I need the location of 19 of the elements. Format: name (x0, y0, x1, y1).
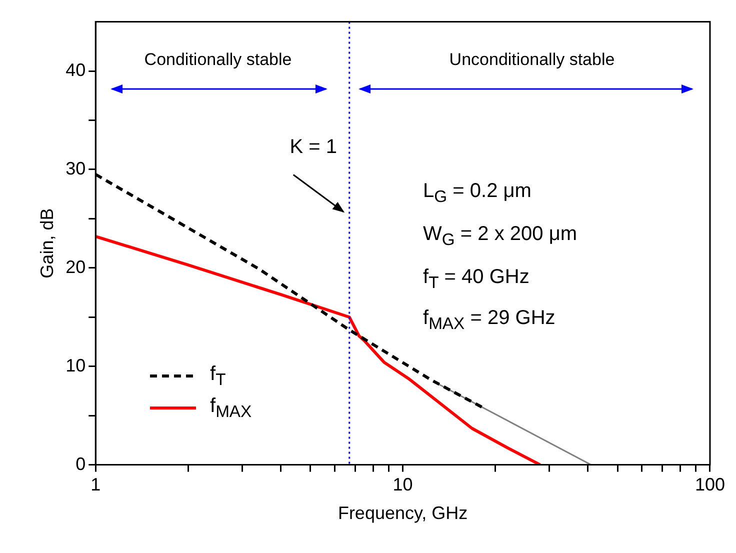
annotation: L$_{G}$ = 0.2 μm (423, 180, 532, 207)
x-tick-label: 100 (694, 474, 726, 495)
legend-label: f$_{MAX}$ (210, 394, 252, 422)
y-axis-title: Gain, dB (36, 208, 57, 278)
x-tick-label: 1 (90, 474, 101, 495)
x-tick-label: 10 (392, 474, 413, 495)
y-tick-label: 0 (76, 454, 86, 474)
annotation: f$_{T}$ = 40 GHz (423, 266, 530, 293)
y-tick-label: 30 (66, 158, 86, 178)
legend-label: f$_{T}$ (210, 362, 226, 390)
y-tick-label: 10 (66, 355, 86, 376)
y-tick-label: 40 (66, 60, 86, 80)
annotation: Unconditionally stable (449, 50, 615, 70)
annotation: K = 1 (290, 136, 338, 159)
annotation: Conditionally stable (144, 50, 292, 70)
annotation: W$_{G}$ = 2 x 200 μm (423, 223, 577, 250)
y-tick-label: 20 (66, 256, 86, 277)
x-axis-title: Frequency, GHz (338, 503, 468, 524)
annotation: f$_{MAX}$ = 29 GHz (423, 307, 556, 334)
